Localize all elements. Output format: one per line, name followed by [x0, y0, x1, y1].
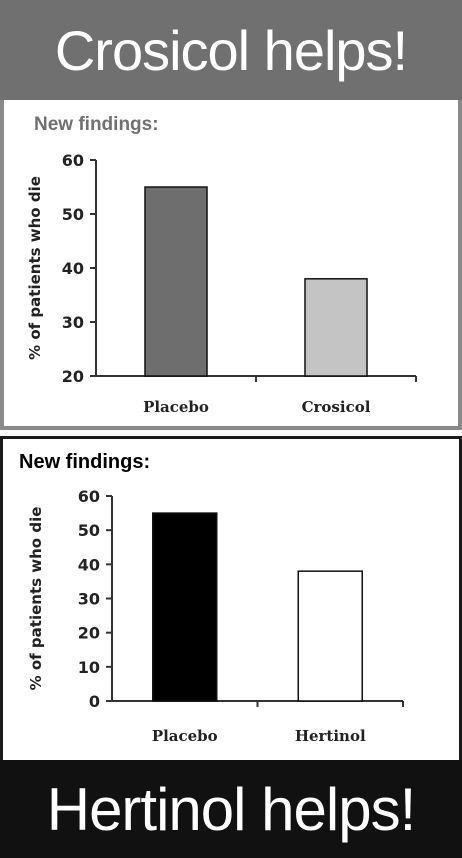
top-headline-banner: Crosicol helps! — [0, 0, 462, 100]
x-category-label: Crosicol — [302, 398, 371, 416]
bar-crosicol — [305, 279, 367, 376]
bottom-chart-panel: New findings: 0 10 20 30 40 50 60 Placebo Hertin… — [0, 436, 462, 760]
y-tick-label: 40 — [78, 555, 100, 574]
x-category-label: Placebo — [143, 398, 209, 416]
y-tick-label: 40 — [62, 259, 84, 278]
y-tick-label: 60 — [62, 151, 84, 170]
y-tick-label: 10 — [78, 658, 100, 677]
y-axis-label: % of patients who die — [27, 507, 45, 691]
y-tick-label: 30 — [78, 590, 100, 609]
y-tick-label: 60 — [78, 487, 100, 506]
y-tick-label: 50 — [78, 521, 100, 540]
y-tick-label: 20 — [78, 624, 100, 643]
bar-hertinol — [298, 571, 362, 701]
top-chart: 20 30 40 50 60 Placebo Crosicol % of patients w… — [4, 100, 458, 426]
top-chart-panel: New findings: 20 30 40 50 60 Placebo Crosicol%… — [0, 100, 462, 430]
bottom-headline-banner: Hertinol helps! — [0, 760, 462, 858]
x-category-label: Placebo — [152, 727, 218, 745]
bottom-chart: 0 10 20 30 40 50 60 Placebo Hertinol % of patient… — [3, 439, 459, 763]
top-headline-text: Crosicol helps! — [55, 18, 407, 83]
y-tick-label: 30 — [62, 313, 84, 332]
bottom-headline-text: Hertinol helps! — [47, 775, 416, 844]
x-category-label: Hertinol — [295, 727, 366, 745]
bar-placebo — [153, 513, 217, 701]
y-tick-label: 50 — [62, 205, 84, 224]
y-tick-label: 20 — [62, 367, 84, 386]
y-axis-label: % of patients who die — [26, 176, 44, 360]
y-tick-label: 0 — [89, 692, 100, 711]
bar-placebo — [145, 187, 207, 376]
